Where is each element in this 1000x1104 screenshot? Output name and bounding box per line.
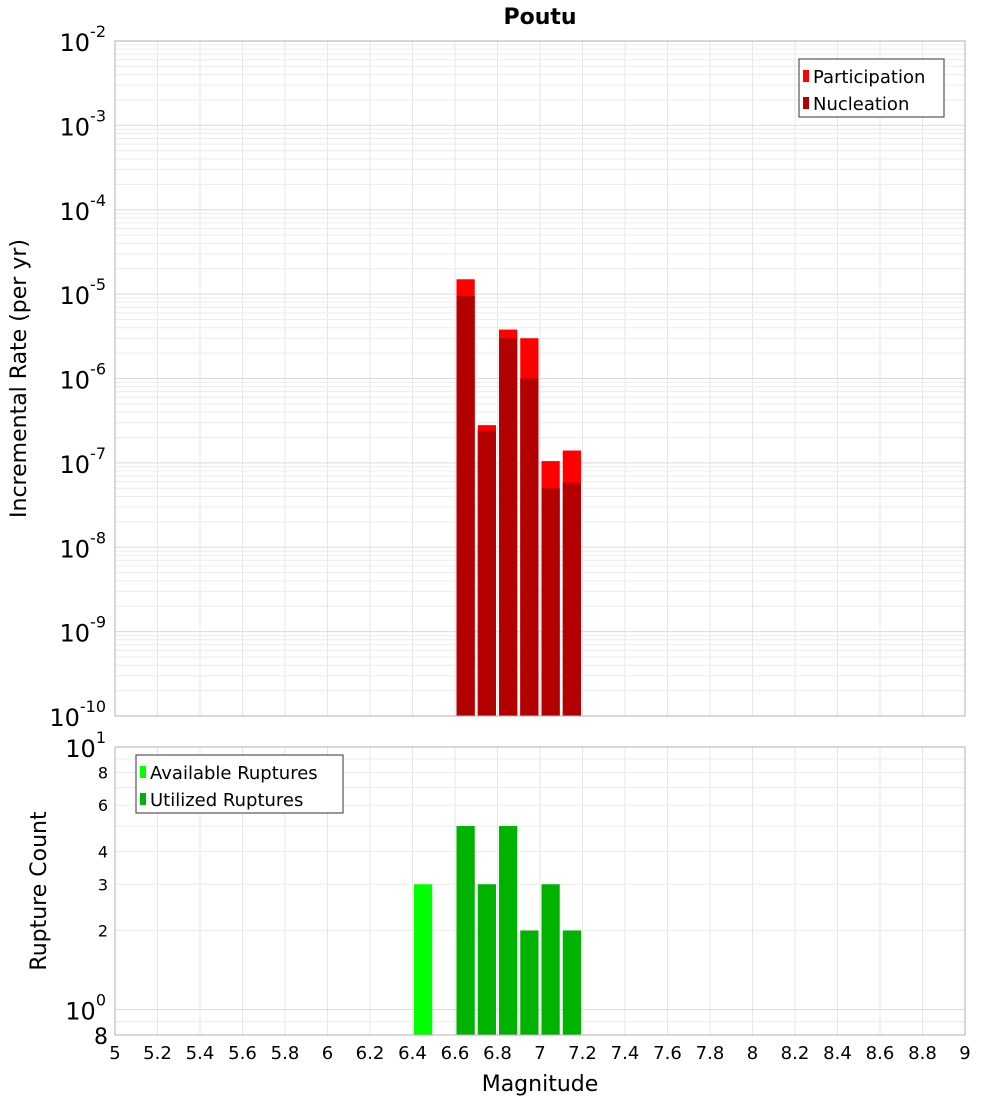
x-tick-label: 6: [322, 1043, 333, 1064]
y-tick-base: 10: [60, 451, 91, 479]
utilized-ruptures-bar: [541, 884, 560, 1035]
x-tick-label: 6.6: [441, 1043, 470, 1064]
bottom-plot-border: [114, 746, 966, 1036]
x-tick-label: 5: [109, 1043, 120, 1064]
y-tick-base: 10: [60, 113, 91, 141]
bottom-bars: [414, 826, 581, 1035]
legend-box: [798, 58, 945, 118]
y-tick-base: 10: [60, 620, 91, 648]
top-plot-border: [114, 40, 966, 717]
y-tick-base: 10: [60, 198, 91, 226]
y-tick-base: 10: [60, 535, 91, 563]
x-tick-label: 8: [747, 1043, 758, 1064]
x-tick-labels: 5 5.2 5.4 5.6 5.8 6 6.2 6.4 6.6 6.8 7 7.2 7.4 7.6 7.8 8…: [109, 1043, 970, 1064]
y-minor-tick-label: 8: [94, 1025, 108, 1050]
y-minor-tick-label: 3: [98, 875, 108, 894]
y-minor-tick-label: 2: [98, 922, 108, 941]
legend-label: Utilized Ruptures: [150, 790, 303, 811]
nucleation-bar: [520, 378, 539, 716]
x-tick-label: 6.8: [483, 1043, 512, 1064]
bottom-y-axis-label: Rupture Count: [27, 811, 52, 971]
y-tick-exponent: -5: [90, 275, 106, 294]
y-tick-exponent: -3: [90, 106, 106, 125]
y-tick-exponent: -8: [90, 528, 106, 547]
x-tick-label: 7.6: [653, 1043, 682, 1064]
top-y-tick-labels: 10-210-310-410-510-610-710-810-910-10: [49, 22, 106, 732]
utilized-ruptures-bar: [562, 930, 581, 1035]
x-tick-label: 8.6: [866, 1043, 895, 1064]
x-tick-label: 8.2: [781, 1043, 810, 1064]
legend-swatch: [140, 793, 146, 805]
x-tick-label: 7.2: [568, 1043, 597, 1064]
y-tick-exponent: -4: [90, 191, 106, 210]
y-tick-label: 10-3: [60, 106, 107, 141]
legend-swatch: [140, 766, 146, 778]
y-tick-exponent: -10: [80, 697, 106, 716]
x-tick-label: 6.2: [356, 1043, 385, 1064]
y-tick-exponent: -2: [90, 22, 106, 41]
y-tick-exponent: -9: [90, 613, 106, 632]
y-tick-label: 10-6: [60, 360, 107, 395]
y-tick-label: 10-4: [60, 191, 107, 226]
top-legend: Participation Nucleation: [798, 58, 945, 118]
y-tick-label: 10-8: [60, 528, 107, 563]
top-grid: [114, 40, 966, 717]
x-tick-label: 6.4: [398, 1043, 427, 1064]
utilized-ruptures-bar: [520, 930, 539, 1035]
utilized-ruptures-bar: [456, 826, 475, 1035]
nucleation-bar: [477, 430, 496, 716]
bottom-legend: Available Ruptures Utilized Ruptures: [135, 754, 344, 814]
nucleation-bar: [456, 296, 475, 716]
x-tick-label: 7.4: [611, 1043, 640, 1064]
utilized-ruptures-bar: [477, 884, 496, 1035]
chart-title: Poutu: [503, 5, 576, 30]
x-tick-label: 5.8: [271, 1043, 300, 1064]
y-tick-base: 10: [60, 367, 91, 395]
utilized-ruptures-bar: [499, 826, 518, 1035]
y-tick-exponent: -6: [90, 360, 106, 379]
x-axis-label: Magnitude: [482, 1072, 599, 1097]
x-tick-label: 8.4: [823, 1043, 852, 1064]
x-tick-label: 7: [534, 1043, 545, 1064]
legend-label: Participation: [813, 67, 925, 88]
nucleation-bar: [541, 488, 560, 716]
y-major-tick-label: 101: [65, 728, 106, 763]
y-tick-base: 10: [65, 998, 96, 1026]
y-tick-label: 10-5: [60, 275, 107, 310]
y-tick-base: 10: [60, 29, 91, 57]
x-tick-label: 7.8: [696, 1043, 725, 1064]
legend-swatch: [803, 97, 809, 109]
legend-label: Available Ruptures: [150, 763, 318, 784]
available-ruptures-bar: [414, 884, 433, 1035]
legend-swatch: [803, 70, 809, 82]
y-tick-label: 10-10: [49, 697, 106, 732]
y-tick-label: 10-7: [60, 444, 107, 479]
y-tick-label: 10-9: [60, 613, 107, 648]
y-tick-label: 10-2: [60, 22, 107, 57]
y-minor-tick-label: 8: [98, 763, 108, 782]
y-minor-tick-label: 4: [98, 842, 108, 861]
y-major-tick-label: 100: [65, 991, 106, 1026]
x-tick-label: 8.8: [908, 1043, 937, 1064]
y-tick-exponent: 0: [96, 991, 106, 1010]
y-tick-base: 10: [60, 282, 91, 310]
nucleation-bar: [562, 482, 581, 716]
x-tick-label: 9: [959, 1043, 970, 1064]
x-tick-label: 5.6: [228, 1043, 257, 1064]
y-tick-base: 10: [49, 704, 80, 732]
x-tick-label: 5.2: [143, 1043, 172, 1064]
y-tick-base: 10: [65, 735, 96, 763]
y-minor-tick-label: 6: [98, 796, 108, 815]
top-bars: [456, 279, 581, 716]
x-tick-label: 5.4: [186, 1043, 215, 1064]
top-y-axis-label: Incremental Rate (per yr): [7, 239, 32, 518]
y-tick-exponent: 1: [96, 728, 106, 747]
nucleation-bar: [499, 338, 518, 716]
legend-box: [135, 754, 344, 814]
y-tick-exponent: -7: [90, 444, 106, 463]
legend-label: Nucleation: [813, 94, 909, 115]
